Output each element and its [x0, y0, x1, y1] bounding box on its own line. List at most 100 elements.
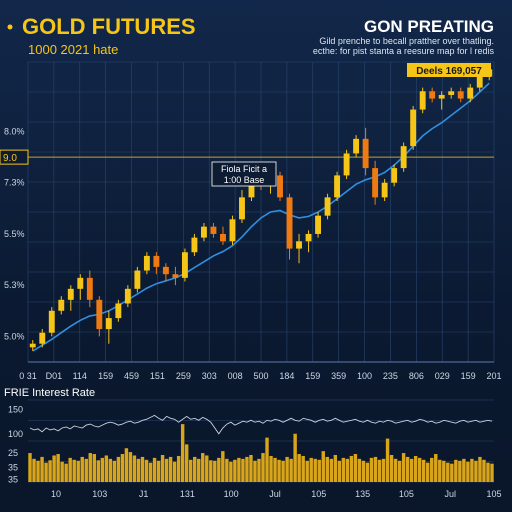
interest-bar: [413, 455, 418, 482]
price-tag-box: [407, 63, 491, 77]
candle-down: [162, 263, 169, 282]
interest-bar: [188, 459, 193, 482]
interest-bar: [490, 463, 494, 482]
interest-bar: [213, 460, 217, 482]
x-tick-label: D01: [46, 371, 63, 381]
candle-up: [181, 248, 188, 282]
bar-x-tick-label: 135: [355, 489, 370, 499]
interest-bar: [365, 462, 370, 482]
interest-bar: [104, 455, 109, 482]
interest-bar: [96, 460, 101, 482]
candle-body: [400, 146, 407, 169]
x-tick-label: 259: [176, 371, 191, 381]
interest-bar: [148, 462, 153, 482]
candle-down: [362, 127, 369, 176]
title-dot-icon: [7, 24, 13, 30]
interest-bar: [470, 458, 474, 482]
candle-up: [77, 274, 84, 300]
interest-bar: [84, 458, 88, 482]
bar-y-tick-label: 35: [8, 475, 18, 485]
candle-body: [162, 266, 169, 275]
interest-bar: [397, 460, 402, 482]
candle-body: [429, 91, 436, 99]
interest-bar: [454, 459, 458, 482]
interest-bar: [92, 454, 96, 482]
interest-bar: [377, 459, 382, 482]
interest-bar: [180, 424, 185, 482]
interest-bar: [353, 454, 358, 482]
interest-bar: [389, 454, 394, 482]
candle-up: [134, 266, 141, 293]
x-tick-label: 459: [124, 371, 139, 381]
candle-body: [105, 318, 112, 330]
candle-up: [48, 307, 55, 337]
candle-up: [343, 149, 350, 180]
interest-bar: [409, 458, 414, 482]
interest-bar: [68, 457, 72, 482]
interest-bar: [361, 460, 366, 482]
candle-up: [391, 164, 398, 187]
bar-y-tick-label: 35: [8, 463, 18, 473]
highlight-level-label: 9.0: [3, 153, 17, 164]
interest-bar: [417, 457, 422, 482]
x-tick-label: 114: [73, 371, 87, 381]
candle-body: [343, 153, 350, 176]
candle-body: [362, 138, 369, 169]
interest-bar: [341, 457, 346, 482]
interest-bar: [446, 462, 450, 482]
interest-bar: [466, 461, 470, 482]
interest-bar: [80, 456, 84, 482]
candle-up: [143, 252, 150, 275]
interest-bar: [474, 460, 478, 482]
interest-bar: [357, 458, 362, 482]
candle-down: [372, 160, 379, 205]
candle-up: [229, 215, 236, 245]
candle-body: [305, 233, 312, 242]
interest-bar: [241, 458, 245, 482]
x-tick-label: 303: [202, 371, 217, 381]
interest-bar: [28, 453, 32, 482]
interest-bar: [76, 460, 80, 482]
candle-down: [172, 266, 179, 286]
candle-body: [58, 299, 65, 311]
y-tick-label: 7.3%: [4, 178, 25, 188]
right-title: GON PREATING: [364, 17, 494, 36]
candle-up: [124, 285, 131, 308]
interest-bar: [201, 453, 205, 482]
candle-down: [277, 171, 283, 202]
annotation-label: Fiola Ficit a: [221, 164, 267, 174]
candle-body: [353, 138, 360, 154]
candle-up: [239, 190, 245, 223]
interest-bar: [317, 459, 321, 482]
candle-body: [86, 277, 93, 300]
candle-up: [191, 233, 198, 256]
candle-up: [67, 285, 74, 311]
interest-bar: [325, 456, 329, 482]
annotation-label: 1:00 Base: [224, 175, 265, 185]
interest-bar: [430, 457, 434, 482]
interest-bar: [289, 458, 293, 482]
bar-x-tick-label: Jul: [444, 489, 456, 499]
candle-up: [324, 193, 331, 220]
candle-body: [115, 303, 122, 319]
x-tick-label: 184: [279, 371, 294, 381]
bar-x-tick-label: 100: [224, 489, 239, 499]
interest-bar: [269, 455, 273, 482]
interest-bar: [281, 460, 285, 482]
interest-bar: [245, 456, 249, 482]
candle-up: [381, 179, 388, 202]
x-tick-label: 008: [228, 371, 243, 381]
bar-x-tick-label: 103: [92, 489, 107, 499]
x-tick-label: 0 31: [19, 371, 37, 381]
interest-bar: [32, 458, 36, 482]
interest-bar: [482, 459, 486, 482]
candle-body: [39, 332, 46, 344]
interest-bar: [48, 460, 52, 482]
candle-down: [86, 270, 93, 308]
bar-x-tick-label: 105: [486, 489, 501, 499]
interest-bar: [438, 459, 442, 482]
interest-bar: [373, 456, 378, 482]
candle-body: [124, 288, 131, 304]
interest-bar: [144, 459, 149, 482]
interest-rate-line: [29, 414, 493, 435]
